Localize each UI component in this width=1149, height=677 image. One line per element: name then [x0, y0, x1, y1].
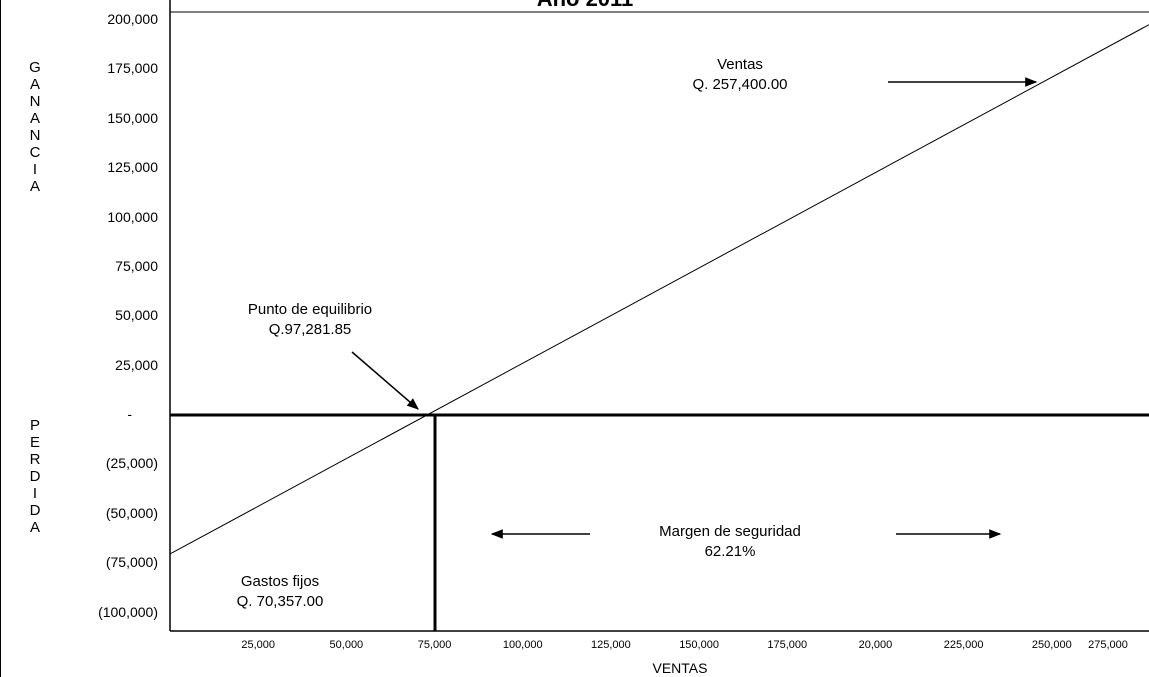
loss-letter: E [29, 434, 40, 451]
chart-title: Año 2011 [500, 0, 670, 12]
y-tick-label: 100,000 [107, 208, 158, 225]
breakeven-value: Q.97,281.85 [268, 321, 352, 338]
gain-letter: A [29, 178, 40, 195]
y-tick-label: 200,000 [107, 11, 158, 27]
gain-letter: N [29, 127, 41, 144]
y-tick-label: (50,000) [105, 504, 158, 521]
x-tick-label: 20,000 [858, 639, 893, 651]
y-tick-label: 125,000 [107, 159, 158, 176]
loss-letter: D [29, 468, 41, 485]
ventas-label: Ventas [717, 56, 763, 73]
gain-letter: A [29, 76, 40, 93]
breakeven-label: Punto de equilibrio [247, 301, 373, 318]
y-tick-label: 175,000 [107, 60, 158, 77]
y-tick-label: (100,000) [98, 603, 158, 620]
x-tick-label: 250,000 [1031, 639, 1072, 651]
gain-letter: N [29, 93, 41, 110]
x-axis-label: VENTAS [652, 660, 708, 676]
loss-letter: A [29, 519, 40, 536]
breakeven-arrow [351, 351, 419, 410]
fixed-costs-label: Gastos fijos [240, 573, 320, 590]
y-tick-label: (25,000) [105, 455, 158, 472]
annotation-arrows [351, 77, 1038, 539]
x-tick-label: 75,000 [417, 639, 452, 651]
ventas-annotation: Ventas Q. 257,400.00 [640, 55, 840, 95]
y-tick-label: 25,000 [115, 356, 158, 373]
gain-letter: I [32, 161, 38, 178]
x-tick-label: 175,000 [767, 639, 808, 651]
y-tick-label: - [127, 406, 132, 422]
loss-letter: R [29, 451, 41, 468]
x-tick-label: 50,000 [329, 639, 364, 651]
x-tick-label: 125,000 [591, 639, 631, 651]
loss-letter: I [32, 485, 38, 502]
gain-letter: C [29, 144, 41, 161]
y-tick-label: 150,000 [107, 109, 158, 126]
loss-letter: P [29, 417, 40, 434]
margin-label: Margen de seguridad [659, 523, 801, 540]
margin-annotation: Margen de seguridad 62.21% [620, 522, 840, 562]
y-tick-label: 75,000 [115, 257, 158, 274]
fixed-costs-annotation: Gastos fijos Q. 70,357.00 [190, 572, 370, 612]
x-tick-label: 225,000 [943, 639, 984, 651]
x-tick-label: 25,000 [241, 639, 275, 651]
x-tick-label: 100,000 [502, 639, 543, 651]
chart-lines [169, 24, 1149, 631]
series-line-0 [169, 24, 1149, 555]
y-tick-label: 50,000 [115, 307, 158, 324]
loss-letter: D [29, 502, 41, 519]
gain-letter: G [29, 59, 41, 76]
fixed-costs-value: Q. 70,357.00 [236, 593, 324, 610]
margin-value: 62.21% [704, 543, 756, 560]
x-tick-label: 150,000 [679, 639, 719, 651]
gain-letter: A [29, 110, 40, 127]
ventas-value: Q. 257,400.00 [692, 76, 788, 93]
y-tick-label: (75,000) [105, 554, 158, 571]
x-tick-label: 275,000 [1088, 639, 1128, 651]
breakeven-annotation: Punto de equilibrio Q.97,281.85 [210, 300, 410, 340]
